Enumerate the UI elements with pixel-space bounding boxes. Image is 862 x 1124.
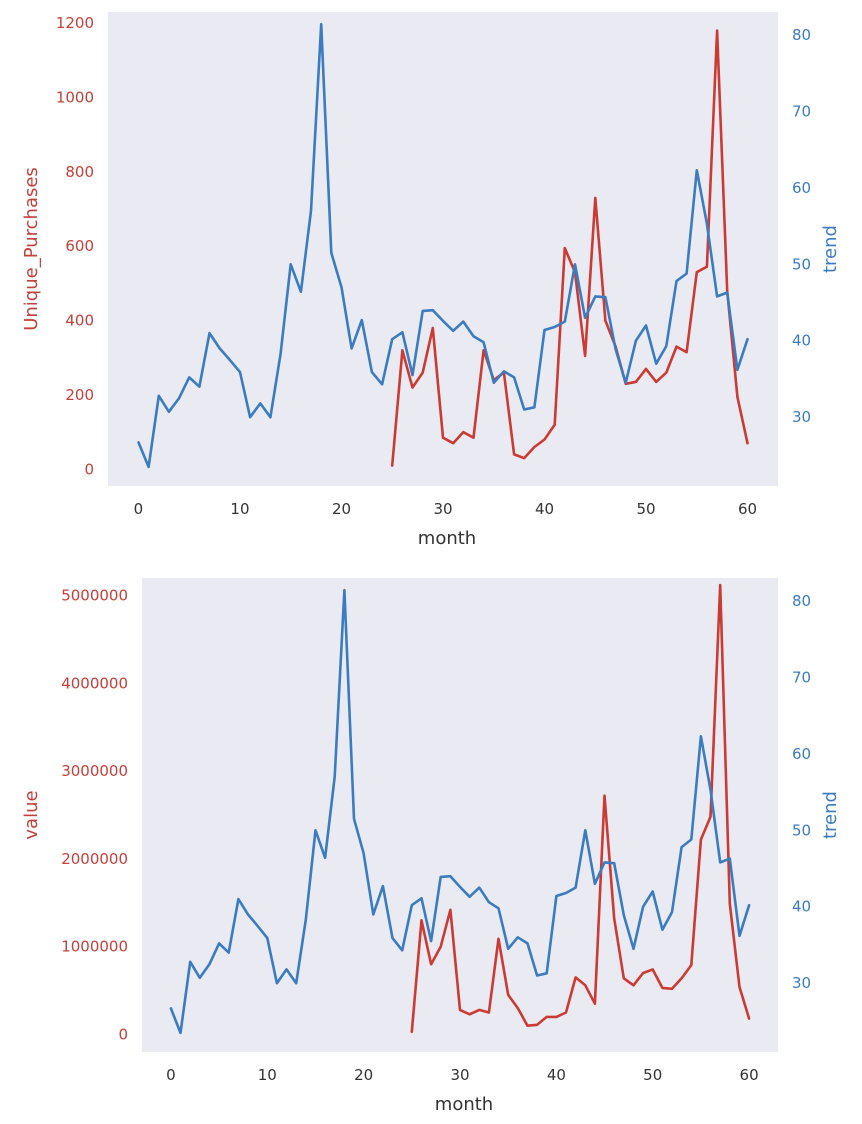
- x-tick-label: 60: [740, 1066, 759, 1084]
- right-axis-label: trend: [820, 225, 841, 273]
- left-series-line: [410, 583, 751, 1034]
- x-tick-label: 30: [450, 1066, 469, 1084]
- left-tick-label: 1000000: [61, 938, 128, 956]
- right-tick-label: 60: [792, 179, 811, 197]
- x-axis-label: month: [435, 1094, 493, 1115]
- right-tick-label: 30: [792, 974, 811, 992]
- x-tick-label: 20: [332, 500, 351, 518]
- right-tick-label: 70: [792, 668, 811, 686]
- x-tick-label: 20: [354, 1066, 373, 1084]
- x-tick-label: 10: [230, 500, 249, 518]
- right-series-line: [169, 588, 751, 1035]
- left-tick-label: 600: [65, 237, 94, 255]
- plot-area: [142, 578, 778, 1052]
- right-tick-label: 50: [792, 255, 811, 273]
- left-series-line: [390, 29, 749, 467]
- left-tick-label: 2000000: [61, 850, 128, 868]
- x-tick-label: 0: [166, 1066, 176, 1084]
- left-tick-label: 5000000: [61, 587, 128, 605]
- left-tick-label: 400: [65, 312, 94, 330]
- x-tick-label: 60: [738, 500, 757, 518]
- right-series-line: [137, 22, 749, 469]
- right-tick-label: 70: [792, 102, 811, 120]
- right-tick-label: 80: [792, 592, 811, 610]
- subplot-2: 0 1000000 2000000 3000000 4000000 5000000 30 40…: [21, 578, 841, 1115]
- left-axis-label: value: [21, 790, 42, 839]
- right-tick-label: 50: [792, 821, 811, 839]
- x-tick-label: 50: [636, 500, 655, 518]
- left-tick-label: 1000: [56, 89, 94, 107]
- x-tick-label: 50: [643, 1066, 662, 1084]
- left-tick-label: 0: [118, 1025, 128, 1043]
- left-tick-label: 0: [84, 460, 94, 478]
- left-tick-label: 200: [65, 386, 94, 404]
- x-tick-label: 0: [134, 500, 144, 518]
- x-tick-label: 40: [547, 1066, 566, 1084]
- x-axis-label: month: [418, 528, 476, 549]
- right-tick-label: 80: [792, 26, 811, 44]
- left-tick-label: 4000000: [61, 674, 128, 692]
- right-tick-label: 60: [792, 745, 811, 763]
- right-axis-label: trend: [820, 791, 841, 839]
- plot-area: [108, 12, 778, 486]
- right-tick-label: 30: [792, 408, 811, 426]
- x-tick-label: 30: [433, 500, 452, 518]
- left-tick-label: 800: [65, 163, 94, 181]
- x-tick-label: 40: [535, 500, 554, 518]
- right-tick-label: 40: [792, 898, 811, 916]
- left-tick-label: 3000000: [61, 762, 128, 780]
- left-axis-label: Unique_Purchases: [21, 167, 42, 331]
- x-tick-label: 10: [258, 1066, 277, 1084]
- right-tick-label: 40: [792, 332, 811, 350]
- left-tick-label: 1200: [56, 14, 94, 32]
